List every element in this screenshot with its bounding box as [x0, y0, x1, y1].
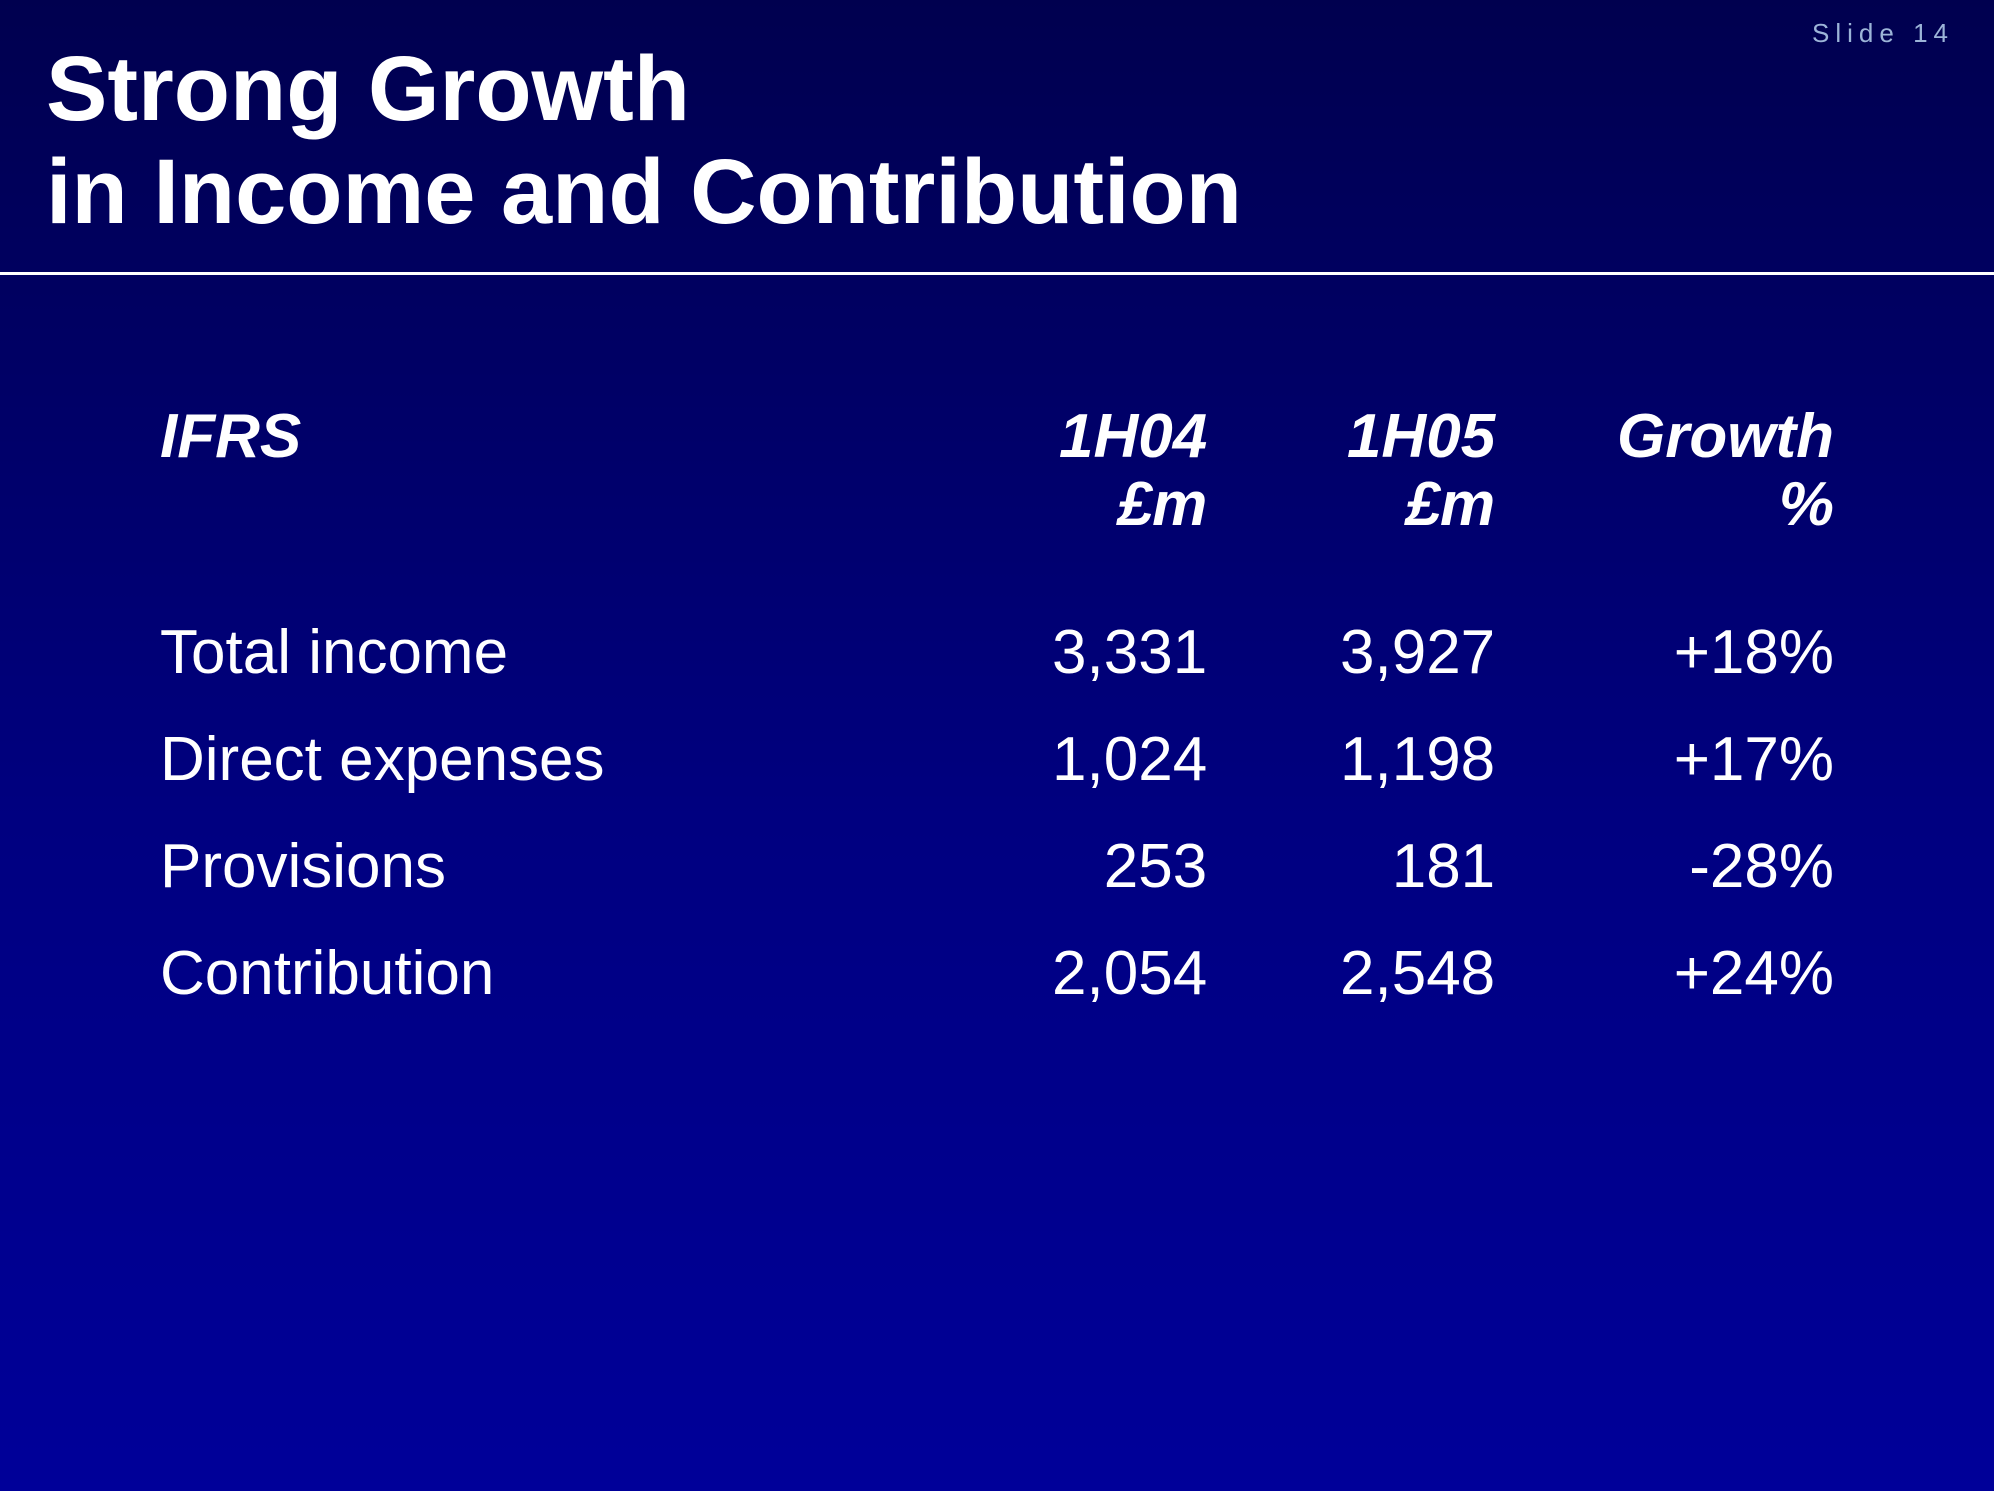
row-growth: +18% — [1505, 599, 1844, 706]
row-label: Total income — [150, 599, 929, 706]
header-1h04: 1H04 £m — [929, 385, 1217, 557]
header-1h05-l2: £m — [1406, 470, 1496, 539]
header-growth-l1: Growth — [1617, 402, 1834, 471]
slide-number: Slide 14 — [1812, 18, 1954, 49]
table-row: Provisions 253 181 -28% — [150, 813, 1844, 920]
table-row: Contribution 2,054 2,548 +24% — [150, 920, 1844, 1027]
row-label: Direct expenses — [150, 706, 929, 813]
row-h05: 3,927 — [1217, 599, 1505, 706]
title-line-2: in Income and Contribution — [46, 141, 1242, 243]
row-growth: +24% — [1505, 920, 1844, 1027]
row-h05: 1,198 — [1217, 706, 1505, 813]
header-growth-l2: % — [1779, 470, 1834, 539]
spacer-row — [150, 557, 1844, 599]
header-1h05-l1: 1H05 — [1347, 402, 1495, 471]
row-label: Provisions — [150, 813, 929, 920]
header-ifrs-l1: IFRS — [160, 402, 301, 471]
row-growth: -28% — [1505, 813, 1844, 920]
table-header-row: IFRS 1H04 £m 1H05 £m Growth % — [150, 385, 1844, 557]
header-1h04-l1: 1H04 — [1059, 402, 1207, 471]
row-h04: 253 — [929, 813, 1217, 920]
row-growth: +17% — [1505, 706, 1844, 813]
data-table-container: IFRS 1H04 £m 1H05 £m Growth % — [0, 275, 1994, 1027]
table-row: Direct expenses 1,024 1,198 +17% — [150, 706, 1844, 813]
slide-title: Strong Growth in Income and Contribution — [0, 0, 1994, 272]
row-label: Contribution — [150, 920, 929, 1027]
table-row: Total income 3,331 3,927 +18% — [150, 599, 1844, 706]
row-h05: 2,548 — [1217, 920, 1505, 1027]
header-ifrs: IFRS — [150, 385, 929, 557]
slide: Slide 14 Strong Growth in Income and Con… — [0, 0, 1994, 1491]
header-1h05: 1H05 £m — [1217, 385, 1505, 557]
header-1h04-l2: £m — [1118, 470, 1208, 539]
row-h04: 3,331 — [929, 599, 1217, 706]
income-table: IFRS 1H04 £m 1H05 £m Growth % — [150, 385, 1844, 1027]
row-h05: 181 — [1217, 813, 1505, 920]
row-h04: 1,024 — [929, 706, 1217, 813]
row-h04: 2,054 — [929, 920, 1217, 1027]
header-growth: Growth % — [1505, 385, 1844, 557]
title-line-1: Strong Growth — [46, 38, 690, 140]
